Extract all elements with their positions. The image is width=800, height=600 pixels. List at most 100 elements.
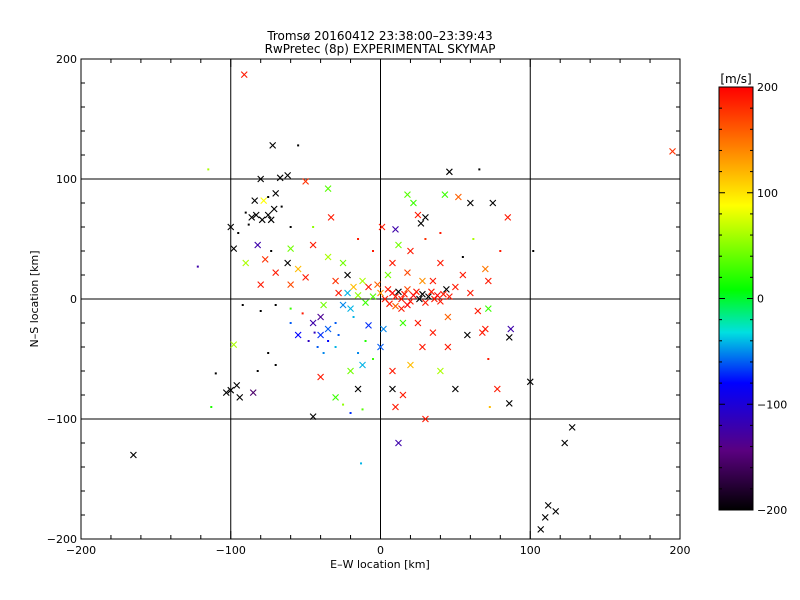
data-point-cross — [302, 178, 310, 185]
data-point-cross — [422, 299, 429, 306]
data-point-cross — [437, 259, 444, 267]
data-point-cross — [404, 301, 411, 309]
data-point-cross — [332, 277, 339, 285]
axis-ticks: −200 −100 0 100 200 200 100 0 −100 −200 — [47, 53, 691, 557]
data-point-cross — [227, 223, 235, 231]
data-point-dot — [488, 406, 491, 408]
data-point-cross — [324, 253, 332, 261]
data-point-cross — [248, 214, 256, 221]
data-point-dot — [461, 256, 464, 258]
data-point-cross — [395, 439, 402, 447]
data-point-cross — [359, 277, 366, 285]
data-point-dot — [267, 352, 270, 354]
data-point-cross — [444, 313, 452, 321]
data-point-dot — [289, 226, 292, 228]
data-point-cross — [425, 293, 432, 300]
data-point-cross — [369, 293, 377, 300]
data-point-cross — [251, 197, 259, 204]
data-point-dot — [297, 144, 300, 147]
y-tick-label: 0 — [70, 293, 77, 306]
data-point-cross — [489, 199, 497, 207]
data-point-cross — [414, 319, 422, 327]
data-point-cross — [389, 385, 396, 393]
data-point-cross — [374, 281, 381, 288]
data-point-dot — [280, 205, 283, 208]
chart-subtitle: RwPretec (8p) EXPERIMENTAL SKYMAP — [265, 42, 496, 56]
data-point-dot — [322, 352, 325, 354]
data-point-dot — [472, 238, 475, 240]
data-point-cross — [242, 259, 250, 267]
data-point-cross — [377, 343, 384, 351]
colorbar-tick-label: −100 — [757, 398, 787, 411]
y-tick-label: −100 — [47, 413, 77, 426]
data-point-cross — [324, 185, 332, 192]
data-point-dot — [360, 462, 363, 465]
data-point-dot — [247, 223, 250, 226]
data-point-cross — [309, 413, 317, 420]
data-point-cross — [392, 226, 399, 233]
data-point-dot — [244, 211, 247, 214]
data-point-cross — [324, 325, 332, 333]
data-point-dot — [357, 238, 360, 240]
data-point-dot — [274, 304, 277, 306]
data-point-cross — [422, 214, 429, 221]
data-point-cross — [410, 199, 417, 207]
data-point-cross — [451, 283, 459, 291]
data-point-dot — [424, 238, 427, 240]
data-point-cross — [544, 502, 552, 509]
data-point-cross — [284, 259, 292, 267]
data-point-cross — [437, 298, 444, 305]
data-point-cross — [344, 271, 351, 279]
data-point-cross — [309, 241, 317, 249]
data-point-cross — [365, 322, 372, 329]
data-point-dot — [487, 358, 490, 360]
data-point-cross — [419, 343, 426, 351]
data-point-cross — [347, 367, 354, 375]
data-point-dot — [207, 168, 210, 171]
colorbar-tick-label: 100 — [757, 187, 778, 200]
data-point-cross — [414, 211, 422, 219]
data-point-cross — [392, 403, 399, 411]
data-point-cross — [481, 325, 489, 333]
data-point-dot — [267, 196, 270, 198]
data-point-cross — [378, 223, 386, 231]
data-point-cross — [392, 302, 399, 310]
data-point-cross — [344, 289, 351, 297]
data-point-cross — [327, 214, 335, 221]
data-point-dot — [349, 412, 352, 414]
data-point-cross — [377, 289, 384, 297]
data-point-cross — [392, 293, 399, 300]
colorbar-tick-label: 0 — [757, 293, 764, 306]
data-point-dot — [312, 226, 315, 228]
data-point-dot — [499, 250, 502, 252]
data-point-dot — [259, 310, 262, 312]
data-point-dot — [214, 372, 217, 375]
data-point-cross — [419, 277, 426, 285]
data-point-cross — [317, 313, 324, 321]
data-point-cross — [537, 526, 545, 533]
data-point-dot — [439, 232, 442, 234]
data-point-dot — [210, 406, 213, 408]
data-point-cross — [130, 451, 137, 459]
data-point-cross — [407, 247, 414, 255]
data-point-cross — [267, 216, 275, 224]
data-point-cross — [451, 385, 459, 393]
data-point-dot — [256, 370, 259, 372]
data-point-cross — [428, 288, 435, 296]
data-point-cross — [429, 277, 437, 285]
data-point-cross — [399, 319, 407, 327]
data-point-cross — [222, 389, 230, 396]
data-point-cross — [272, 269, 280, 276]
data-point-dot — [313, 331, 316, 334]
chart-title: Tromsø 20160412 23:38:00–23:39:43 — [266, 29, 492, 43]
data-markers — [130, 71, 676, 533]
data-point-cross — [332, 394, 339, 401]
data-point-cross — [504, 214, 512, 221]
data-point-dot — [196, 265, 199, 268]
data-point-cross — [350, 283, 357, 291]
data-point-cross — [398, 305, 405, 312]
data-point-dot — [334, 322, 337, 324]
data-point-cross — [384, 286, 392, 293]
data-point-cross — [437, 367, 444, 375]
data-point-cross — [417, 220, 425, 227]
